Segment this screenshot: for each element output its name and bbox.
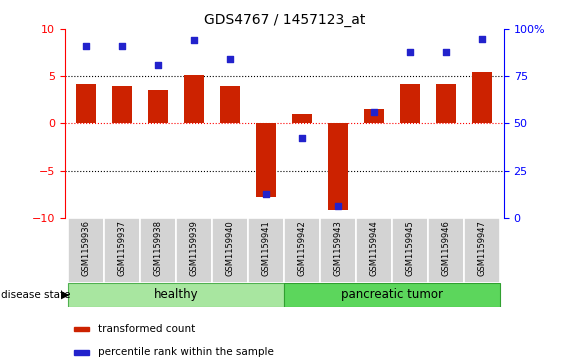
Text: GSM1159943: GSM1159943 <box>334 220 343 276</box>
Bar <box>472 73 492 123</box>
Bar <box>464 218 501 283</box>
Point <box>406 49 415 54</box>
Bar <box>140 218 176 283</box>
Bar <box>68 283 284 307</box>
Text: healthy: healthy <box>154 289 199 301</box>
Text: ▶: ▶ <box>61 290 69 300</box>
Point <box>262 191 271 197</box>
Bar <box>185 75 204 123</box>
Text: GSM1159936: GSM1159936 <box>82 220 91 276</box>
Bar <box>284 218 320 283</box>
Point <box>442 49 451 54</box>
Bar <box>74 327 90 331</box>
Text: GSM1159942: GSM1159942 <box>298 220 307 276</box>
Bar <box>68 218 104 283</box>
Text: transformed count: transformed count <box>98 324 195 334</box>
Bar <box>221 86 240 123</box>
Text: GSM1159946: GSM1159946 <box>442 220 451 276</box>
Point <box>298 135 307 140</box>
Point <box>226 56 235 62</box>
Bar <box>248 218 284 283</box>
Point <box>118 43 127 49</box>
Text: pancreatic tumor: pancreatic tumor <box>341 289 443 301</box>
Bar <box>212 218 248 283</box>
Bar <box>104 218 140 283</box>
Point <box>154 62 163 68</box>
Text: disease state: disease state <box>1 290 70 300</box>
Text: percentile rank within the sample: percentile rank within the sample <box>98 347 274 358</box>
Bar <box>392 218 428 283</box>
Bar <box>77 84 96 123</box>
Text: GSM1159947: GSM1159947 <box>478 220 487 276</box>
Text: GSM1159945: GSM1159945 <box>406 220 415 276</box>
Point <box>478 37 487 42</box>
Text: GSM1159941: GSM1159941 <box>262 220 271 276</box>
Bar <box>74 350 90 355</box>
Point <box>82 43 91 49</box>
Bar <box>256 123 276 197</box>
Point <box>334 204 343 209</box>
Text: GSM1159937: GSM1159937 <box>118 220 127 276</box>
Text: GSM1159939: GSM1159939 <box>190 220 199 276</box>
Text: GSM1159944: GSM1159944 <box>370 220 379 276</box>
Text: GSM1159940: GSM1159940 <box>226 220 235 276</box>
Bar <box>320 218 356 283</box>
Point <box>370 109 379 115</box>
Bar <box>149 90 168 123</box>
Bar <box>292 114 312 123</box>
Bar <box>356 218 392 283</box>
Bar <box>113 86 132 123</box>
Text: GSM1159938: GSM1159938 <box>154 220 163 276</box>
Bar <box>176 218 212 283</box>
Bar <box>428 218 464 283</box>
Bar <box>284 283 501 307</box>
Bar <box>364 109 384 123</box>
Bar <box>328 123 348 210</box>
Bar <box>436 84 456 123</box>
Title: GDS4767 / 1457123_at: GDS4767 / 1457123_at <box>204 13 365 26</box>
Bar <box>400 84 420 123</box>
Point <box>190 37 199 43</box>
